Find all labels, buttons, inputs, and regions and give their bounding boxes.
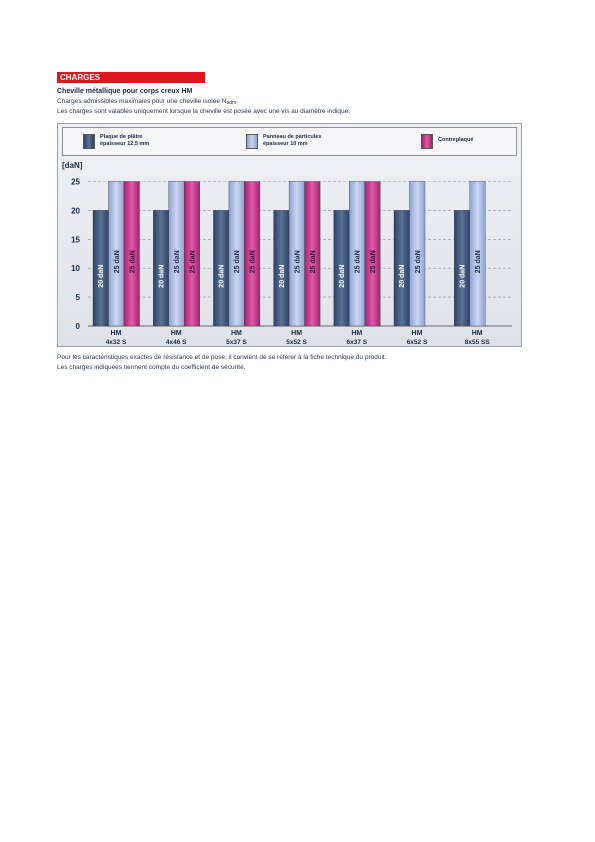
y-tick-label: 10 — [71, 264, 80, 273]
x-tick-label-line2: 4x46 S — [166, 339, 187, 346]
description-line-1: Charges admissibles maximales pour une c… — [57, 98, 238, 106]
legend-label-particle-line1: Panneau de particules — [263, 134, 322, 140]
bar-data-label: 20 daN — [219, 265, 226, 288]
legend-item-particle: Panneau de particules épaisseur 10 mm — [246, 134, 321, 149]
y-tick-label: 20 — [71, 206, 80, 215]
bar-data-label: 25 daN — [250, 250, 257, 273]
bar-data-label: 20 daN — [459, 265, 466, 288]
legend-label-plaster: Plaque de plâtre épaisseur 12,5 mm — [100, 134, 149, 148]
bar-data-label: 20 daN — [399, 265, 406, 288]
x-tick-label-line2: 5x37 S — [226, 339, 247, 346]
bar-4-2 — [364, 181, 381, 327]
x-tick-label-line1: HM — [472, 330, 483, 337]
x-tick-label-line1: HM — [231, 330, 242, 337]
x-tick-label-line2: 4x32 S — [106, 339, 127, 346]
labels-layer: 20 daN 25 daN 25 daN HM 4x32 S 20 daN 25 daN 25… — [98, 250, 490, 346]
bar-data-label: 25 daN — [355, 250, 362, 273]
y-axis-label: [daN] — [62, 161, 83, 170]
y-tick-label: 25 — [71, 178, 80, 187]
x-tick-label-line2: 5x52 S — [286, 339, 307, 346]
x-tick-label-line1: HM — [291, 330, 302, 337]
bar-3-2 — [304, 181, 321, 327]
legend-swatch-plywood — [421, 134, 433, 149]
x-tick-label-line1: HM — [111, 330, 122, 337]
x-tick-label-line2: 6x52 S — [407, 339, 428, 346]
bar-data-label: 20 daN — [279, 265, 286, 288]
legend-item-plywood: Contreplaqué — [421, 134, 473, 149]
bar-data-label: 25 daN — [234, 250, 241, 273]
y-tick-label: 0 — [76, 322, 81, 331]
legend-label-plaster-line2: épaisseur 12,5 mm — [100, 141, 150, 147]
y-tick-label: 15 — [71, 235, 80, 244]
bar-5-1 — [409, 181, 426, 327]
bars-layer — [92, 181, 486, 327]
bar-data-label: 25 daN — [114, 250, 121, 273]
bar-6-1 — [469, 181, 486, 327]
description-line-1-text: Charges admissibles maximales pour une c… — [57, 98, 227, 105]
bar-2-2 — [244, 181, 261, 327]
x-tick-label-line2: 8x55 SS — [465, 339, 491, 346]
legend-item-plaster: Plaque de plâtre épaisseur 12,5 mm — [83, 134, 149, 149]
legend-label-particle: Panneau de particules épaisseur 10 mm — [263, 134, 321, 148]
bar-data-label: 25 daN — [189, 250, 196, 273]
legend-swatch-particle — [246, 134, 258, 149]
x-tick-label-line1: HM — [351, 330, 362, 337]
legend-label-plaster-line1: Plaque de plâtre — [100, 134, 143, 140]
bar-data-label: 25 daN — [174, 250, 181, 273]
bar-data-label: 25 daN — [294, 250, 301, 273]
x-tick-label-line1: HM — [412, 330, 423, 337]
bar-data-label: 25 daN — [415, 250, 422, 273]
x-tick-label-line1: HM — [171, 330, 182, 337]
legend-label-particle-line2: épaisseur 10 mm — [263, 141, 308, 147]
x-tick-label-line2: 6x37 S — [346, 339, 367, 346]
description-line-1-end: . — [236, 98, 238, 105]
bar-1-2 — [183, 181, 200, 327]
bar-data-label: 20 daN — [158, 265, 165, 288]
section-header: CHARGES — [57, 72, 205, 83]
bar-data-label: 25 daN — [129, 250, 136, 273]
bar-0-2 — [123, 181, 140, 327]
y-tick-label: 5 — [76, 293, 81, 302]
legend-swatch-plaster — [83, 134, 95, 149]
bar-data-label: 25 daN — [310, 250, 317, 273]
bar-data-label: 20 daN — [339, 265, 346, 288]
legend-label-plywood-line1: Contreplaqué — [438, 137, 474, 143]
legend-label-plywood: Contreplaqué — [438, 134, 473, 144]
bar-data-label: 25 daN — [370, 250, 377, 273]
bar-data-label: 25 daN — [475, 250, 482, 273]
product-subtitle: Cheville métallique pour corps creux HM — [57, 88, 193, 95]
description-subscript: adm — [226, 100, 237, 106]
bar-data-label: 20 daN — [98, 265, 105, 288]
footnote-line-2: Les charges indiquées tiennent compte du… — [57, 364, 246, 371]
description-line-2: Les charges sont valables uniquement lor… — [57, 108, 351, 115]
chart-legend: Plaque de plâtre épaisseur 12,5 mm Panne… — [62, 127, 517, 156]
footnote-line-1: Pour les caractéristiques exactes de rés… — [57, 354, 387, 361]
